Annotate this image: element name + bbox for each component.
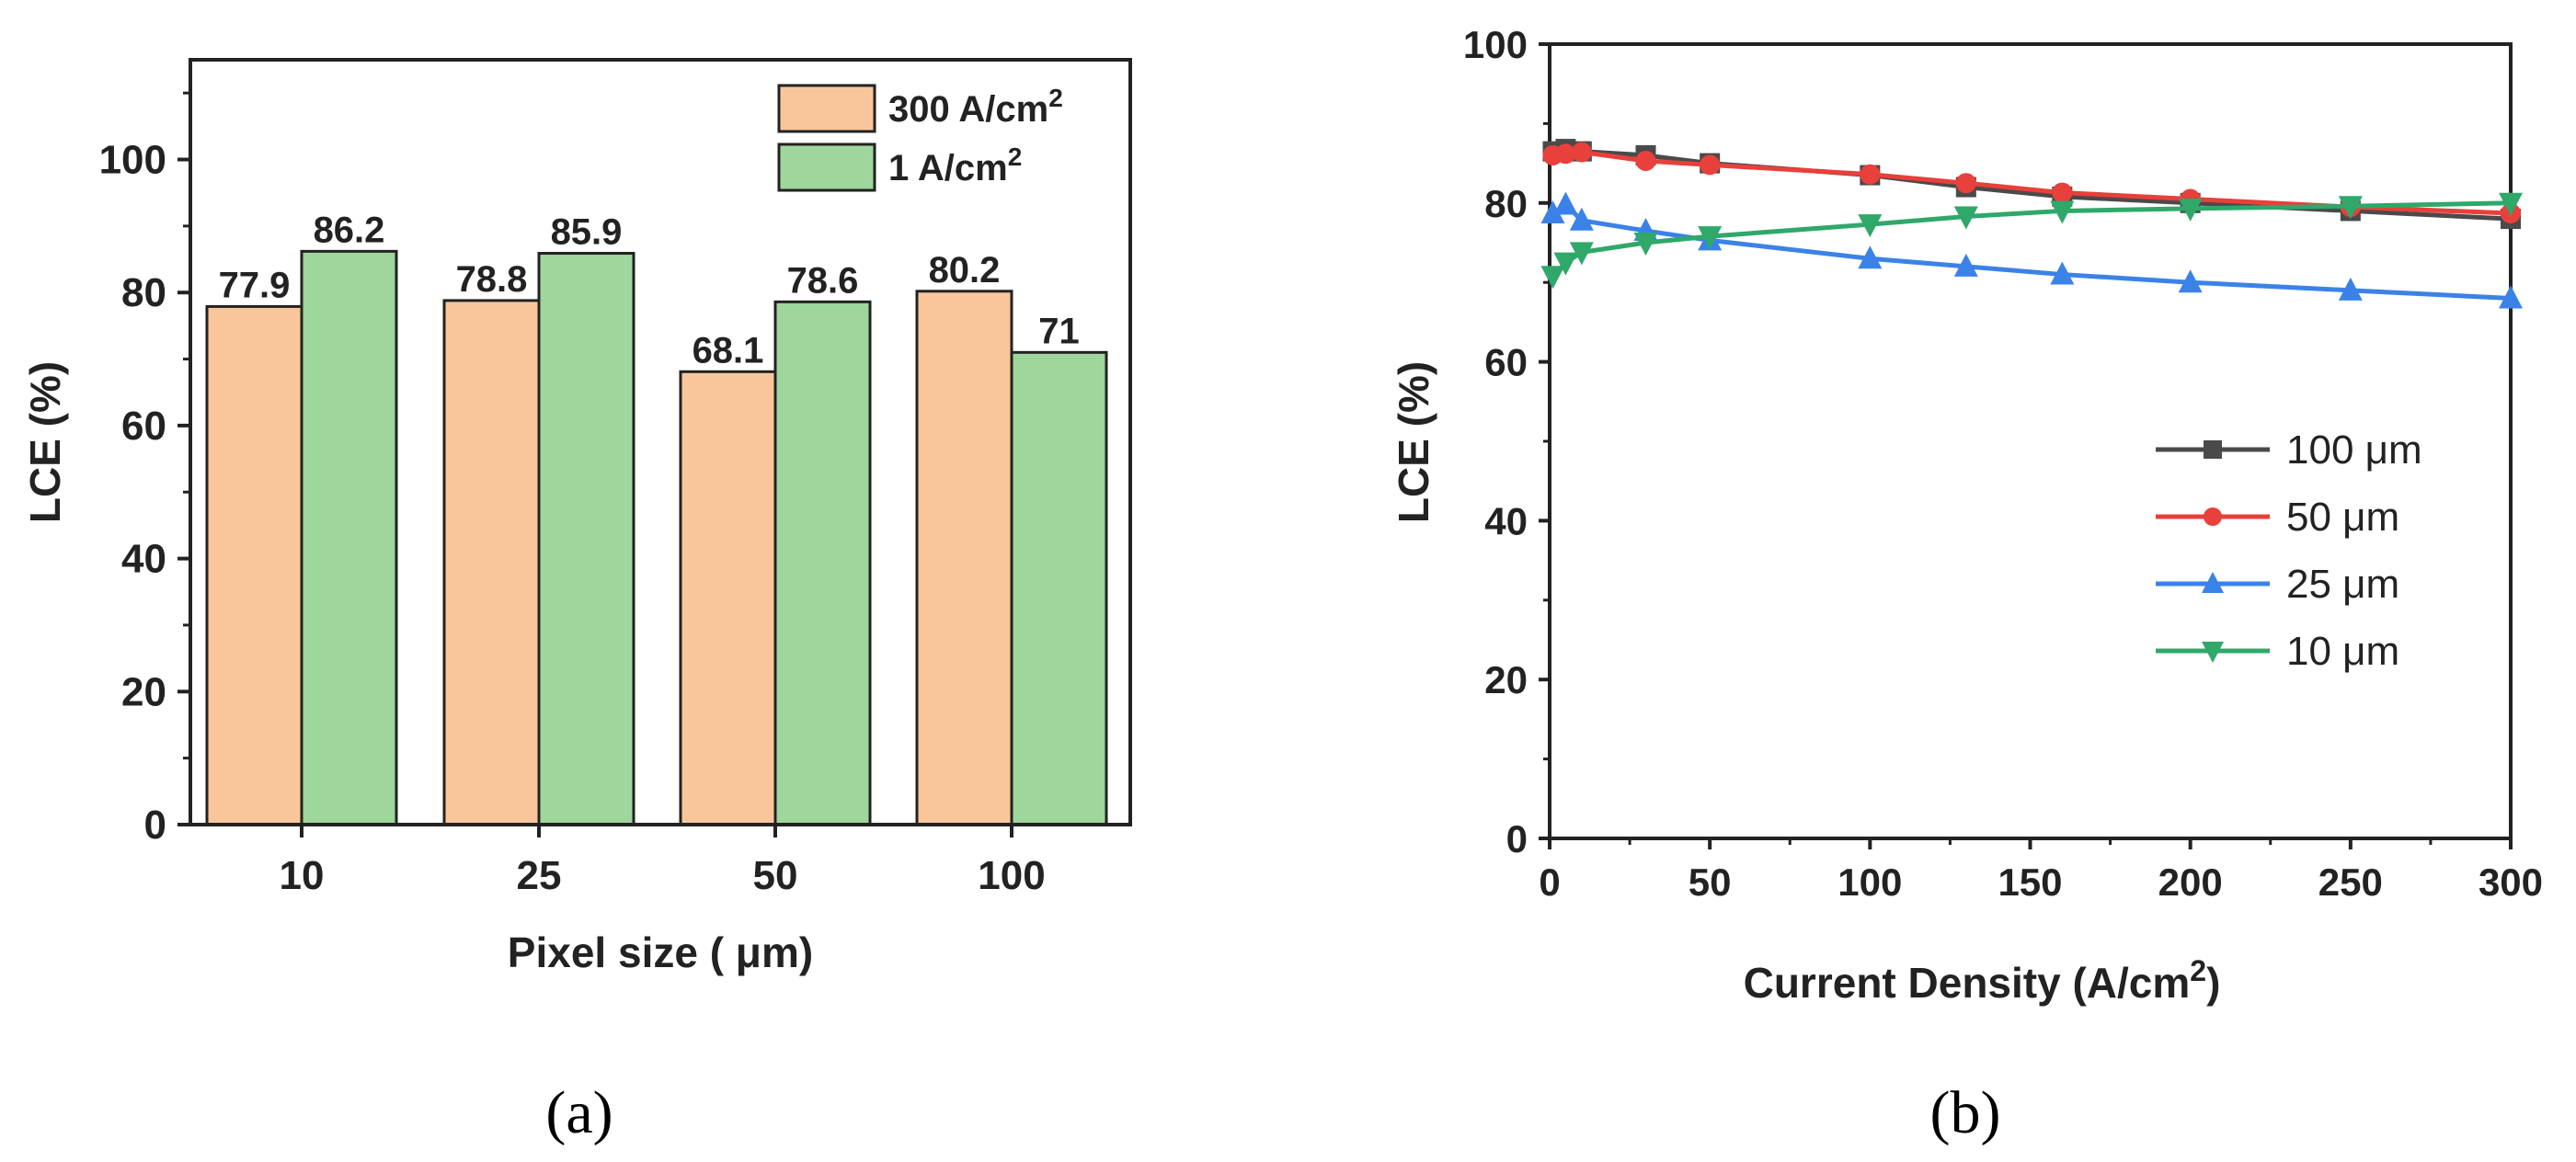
y-tick-label: 0 bbox=[1506, 817, 1528, 860]
data-point-marker bbox=[2178, 269, 2203, 293]
data-point-marker bbox=[1858, 214, 1883, 238]
x-axis-label-b-suffix: ) bbox=[2206, 959, 2220, 1007]
legend-label: 100 μm bbox=[2286, 427, 2422, 473]
x-tick-label: 300 bbox=[2479, 860, 2543, 904]
x-tick-label: 50 bbox=[1689, 860, 1732, 904]
data-point-marker bbox=[2499, 192, 2523, 216]
data-point-marker bbox=[2052, 182, 2073, 203]
data-point-marker bbox=[1698, 226, 1723, 250]
x-tick-label: 50 bbox=[753, 853, 798, 898]
y-tick-label: 20 bbox=[121, 669, 166, 714]
legend-label: 10 μm bbox=[2286, 629, 2399, 674]
panel-label-b: (b) bbox=[1930, 1079, 2001, 1146]
y-tick-label: 100 bbox=[99, 138, 166, 183]
data-point-marker bbox=[1955, 173, 1976, 194]
plot-frame-a bbox=[189, 58, 1132, 826]
data-point-marker bbox=[1860, 164, 1881, 185]
x-tick-label: 100 bbox=[978, 853, 1045, 898]
legend-label: 300 A/cm2 bbox=[888, 84, 1063, 130]
data-label: 86.2 bbox=[314, 210, 385, 250]
data-point-marker bbox=[2204, 507, 2222, 526]
bar-300-a-cm-100 bbox=[915, 290, 1013, 826]
y-tick-label: 80 bbox=[1484, 182, 1528, 225]
y-axis-label-b: LCE (%) bbox=[1390, 361, 1437, 523]
data-point-marker bbox=[2202, 572, 2224, 593]
x-tick-label: 150 bbox=[1998, 860, 2062, 904]
data-label: 80.2 bbox=[929, 250, 1001, 290]
data-point-marker bbox=[1571, 142, 1592, 163]
data-label: 77.9 bbox=[219, 265, 291, 305]
legend-label-sup: 2 bbox=[1008, 142, 1023, 171]
bar-1-a-cm-25 bbox=[537, 252, 635, 826]
data-point-marker bbox=[2499, 285, 2523, 309]
x-tick-label: 25 bbox=[517, 853, 562, 898]
bar-1-a-cm-50 bbox=[773, 300, 872, 826]
x-tick-label: 10 bbox=[280, 853, 325, 898]
data-point-marker bbox=[2050, 261, 2075, 285]
y-tick-label: 0 bbox=[144, 803, 166, 848]
x-tick-label: 200 bbox=[2158, 860, 2223, 904]
data-label: 85.9 bbox=[551, 212, 623, 253]
legend-label-main: 1 A/cm bbox=[888, 148, 1008, 188]
y-tick-label: 60 bbox=[121, 404, 166, 449]
series-line-25-m bbox=[1551, 201, 2512, 301]
data-point-marker bbox=[2202, 642, 2224, 663]
legend-label-main: 300 A/cm bbox=[888, 89, 1048, 130]
y-tick-label: 60 bbox=[1484, 341, 1528, 384]
x-tick-label: 100 bbox=[1838, 860, 1902, 904]
y-tick-label: 100 bbox=[1463, 23, 1528, 66]
x-tick-label: 0 bbox=[1539, 860, 1560, 904]
bar-1-a-cm-10 bbox=[300, 249, 398, 826]
data-point-marker bbox=[1555, 143, 1576, 165]
y-tick-label: 20 bbox=[1484, 658, 1528, 701]
data-point-marker bbox=[2338, 196, 2363, 220]
data-point-marker bbox=[1953, 253, 1978, 277]
bar-300-a-cm-50 bbox=[679, 370, 777, 826]
x-axis-label-b-sup: 2 bbox=[2190, 954, 2206, 987]
bar-300-a-cm-10 bbox=[205, 304, 303, 826]
data-point-marker bbox=[2178, 198, 2203, 222]
data-label: 68.1 bbox=[693, 330, 764, 370]
data-point-marker bbox=[1540, 200, 1565, 224]
bar-1-a-cm-100 bbox=[1010, 350, 1108, 826]
legend-label: 50 μm bbox=[2286, 495, 2399, 540]
legend-label-sup: 2 bbox=[1048, 84, 1063, 112]
data-point-marker bbox=[2338, 277, 2363, 301]
data-point-marker bbox=[1633, 233, 1658, 256]
bar-300-a-cm-25 bbox=[442, 299, 541, 826]
data-point-marker bbox=[1569, 242, 1594, 266]
panel-label-a: (a) bbox=[545, 1079, 613, 1146]
legend-label: 1 A/cm2 bbox=[888, 142, 1022, 188]
data-point-marker bbox=[1700, 154, 1721, 176]
data-point-marker bbox=[2050, 200, 2075, 224]
data-point-marker bbox=[1953, 206, 1978, 230]
bar-chart-panel-a: 77.9 78.8 68.1 80.2 86.2 85.9 78.6 71 0 20 40 60 80… bbox=[21, 58, 1132, 1146]
data-label: 71 bbox=[1038, 311, 1080, 351]
y-tick-label: 80 bbox=[121, 270, 166, 315]
data-point-marker bbox=[1858, 245, 1883, 269]
data-point-marker bbox=[1540, 266, 1565, 290]
y-axis-label-a: LCE (%) bbox=[21, 361, 69, 523]
legend-swatch bbox=[777, 84, 876, 133]
x-axis-label-b-main: Current Density (A/cm bbox=[1744, 959, 2191, 1007]
data-label: 78.6 bbox=[787, 260, 859, 301]
data-point-marker bbox=[1635, 151, 1656, 172]
data-point-marker bbox=[1553, 252, 1578, 276]
data-label: 78.8 bbox=[456, 259, 528, 300]
x-axis-label-a: Pixel size ( μm) bbox=[508, 928, 813, 976]
legend-swatch bbox=[777, 142, 876, 192]
x-tick-label: 250 bbox=[2318, 860, 2383, 904]
y-tick-label: 40 bbox=[121, 537, 166, 582]
x-axis-label-b: Current Density (A/cm2) bbox=[1744, 954, 2221, 1007]
legend-b: 100 μm 50 μm 25 μm 10 μm bbox=[2156, 427, 2422, 674]
data-point-marker bbox=[1569, 207, 1594, 231]
data-point-marker bbox=[1553, 191, 1578, 215]
legend-label: 25 μm bbox=[2286, 562, 2399, 607]
data-point-marker bbox=[2204, 440, 2222, 459]
y-tick-label: 40 bbox=[1484, 499, 1528, 542]
